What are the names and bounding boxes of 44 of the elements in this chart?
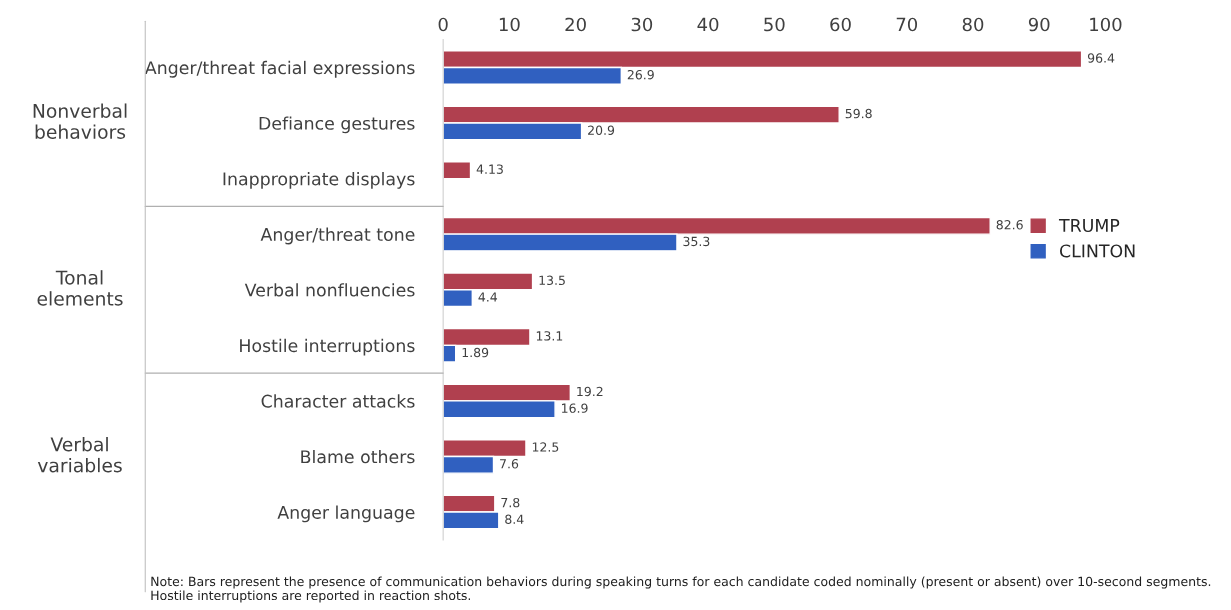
data-label: 82.6 xyxy=(996,220,1023,230)
legend-label: TRUMP xyxy=(1058,219,1120,233)
data-label: 26.9 xyxy=(627,69,654,80)
bar xyxy=(443,161,472,180)
y-tick-label: Anger/threat tone xyxy=(260,227,415,245)
text: Note: Bars represent the presence of communication behaviors during speaking turns for each candidate coded nominally (present or absent) over 10-second segments. Hostile interruptions are reported in reaction shots. xyxy=(151,576,1211,603)
text: Tonal elements xyxy=(37,270,123,306)
x-tick-label: 30 xyxy=(631,17,653,32)
x-tick-label: 50 xyxy=(764,17,785,32)
data-label: 1.89 xyxy=(462,347,489,358)
y-tick-label: Anger/threat facial expressions xyxy=(144,60,415,78)
data-label: 8.4 xyxy=(505,514,524,525)
legend-label: CLINTON xyxy=(1059,244,1135,258)
text: Nonverbal behaviors xyxy=(33,103,127,139)
x-tick-label: 40 xyxy=(697,17,719,32)
data-label: 13.5 xyxy=(539,275,565,286)
y-tick-label: Hostile interruptions xyxy=(240,338,415,356)
data-label: 7.6 xyxy=(500,458,519,469)
data-label: 20.9 xyxy=(588,125,615,135)
data-label: 12.5 xyxy=(532,442,559,452)
x-tick-label: 80 xyxy=(962,17,984,32)
y-tick-label: Anger language xyxy=(277,505,415,523)
data-label: 4.4 xyxy=(478,292,498,302)
data-label: 96.4 xyxy=(1087,53,1115,63)
y-tick-label: Character attacks xyxy=(261,394,415,408)
data-label: 16.9 xyxy=(562,403,588,413)
data-label: 19.2 xyxy=(577,386,603,397)
x-tick-label: 90 xyxy=(1028,17,1050,32)
x-tick-label: 20 xyxy=(565,17,586,32)
y-tick-label: Blame others xyxy=(301,449,415,464)
data-label: 4.13 xyxy=(476,164,503,174)
y-tick-label: Inappropriate displays xyxy=(223,172,415,189)
data-label: 59.8 xyxy=(845,108,872,119)
x-tick-label: 0 xyxy=(438,17,448,32)
data-label: 35.3 xyxy=(683,236,710,247)
text: Verbal variables xyxy=(37,436,122,473)
x-tick-label: 60 xyxy=(830,17,851,32)
y-tick-label: Verbal nonfluencies xyxy=(244,283,415,297)
x-tick-label: 10 xyxy=(499,17,520,32)
data-label: 7.8 xyxy=(501,497,520,508)
data-label: 13.1 xyxy=(536,331,563,341)
y-tick-label: Defiance gestures xyxy=(259,116,415,134)
x-tick-label: 70 xyxy=(896,17,918,32)
x-tick-label: 100 xyxy=(1090,17,1122,32)
